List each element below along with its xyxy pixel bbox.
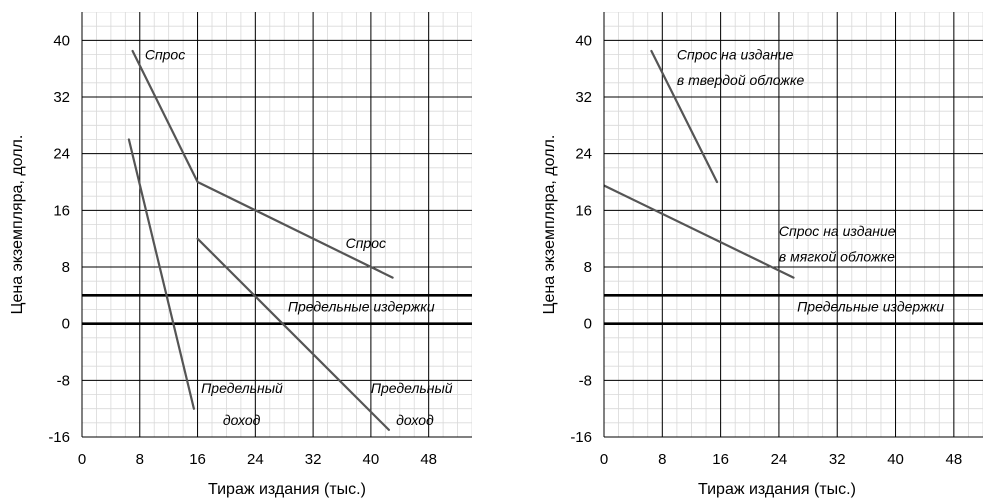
series-line-1 — [131, 49, 394, 279]
annotation-label: доход — [223, 412, 261, 428]
x-tick-label: 8 — [136, 451, 144, 468]
chart-1: Спрос Спрос Предельные издержки Предельный д… — [9, 12, 472, 498]
y-tick-label: 8 — [584, 259, 592, 276]
x-tick-label: 40 — [363, 451, 380, 468]
x-tick-label: 24 — [247, 451, 264, 468]
x-tick-label: 32 — [305, 451, 322, 468]
annotation-label: Спрос — [145, 46, 185, 62]
annotation-label: Предельный — [201, 380, 283, 396]
chart-2: Спрос на издание в твердой обложке Спрос н… — [541, 12, 983, 498]
y-tick-label: -8 — [579, 372, 592, 389]
y-tick-label: 40 — [575, 32, 592, 49]
y-tick-label: 8 — [62, 259, 70, 276]
y-tick-label: 32 — [53, 89, 70, 106]
x-tick-label: 16 — [189, 451, 206, 468]
annotation-label: Предельные издержки — [797, 299, 944, 315]
x-tick-label: 16 — [712, 451, 729, 468]
annotation-label: Спрос на издание — [677, 46, 794, 62]
annotation-label: Спрос — [346, 235, 386, 251]
x-tick-label: 40 — [887, 451, 904, 468]
y-axis-title: Цена экземпляра, долл. — [541, 135, 558, 315]
y-tick-label: -16 — [48, 429, 70, 446]
y-tick-label: -8 — [57, 372, 70, 389]
y-tick-label: 40 — [53, 32, 70, 49]
y-tick-label: 32 — [575, 89, 592, 106]
y-tick-label: 24 — [53, 146, 70, 163]
x-tick-label: 0 — [600, 451, 608, 468]
x-tick-label: 48 — [420, 451, 437, 468]
x-axis-title: Тираж издания (тыс.) — [698, 481, 856, 498]
x-tick-label: 8 — [658, 451, 666, 468]
annotation-label: Предельные издержки — [288, 299, 435, 315]
y-tick-label: 16 — [575, 202, 592, 219]
y-tick-label: 24 — [575, 146, 592, 163]
series-line-3 — [196, 237, 390, 431]
y-tick-label: 16 — [53, 202, 70, 219]
series-line-1 — [650, 49, 719, 184]
annotation-label: в твердой обложке — [677, 72, 805, 88]
annotation-label: в мягкой обложке — [779, 248, 895, 264]
plot-area — [82, 12, 472, 437]
y-tick-label: 0 — [584, 316, 592, 333]
series-line-2 — [127, 138, 195, 410]
annotation-label: доход — [396, 412, 434, 428]
x-tick-label: 48 — [946, 451, 963, 468]
x-axis-title: Тираж издания (тыс.) — [208, 481, 366, 498]
x-tick-label: 0 — [78, 451, 86, 468]
x-tick-label: 24 — [771, 451, 788, 468]
annotation-label: Предельный — [371, 380, 453, 396]
y-tick-label: -16 — [570, 429, 592, 446]
x-tick-label: 32 — [829, 451, 846, 468]
y-axis-title: Цена экземпляра, долл. — [9, 135, 26, 315]
annotation-label: Спрос на издание — [779, 223, 896, 239]
plot-area — [604, 12, 983, 437]
y-tick-label: 0 — [62, 316, 70, 333]
series-line-2 — [604, 184, 795, 279]
